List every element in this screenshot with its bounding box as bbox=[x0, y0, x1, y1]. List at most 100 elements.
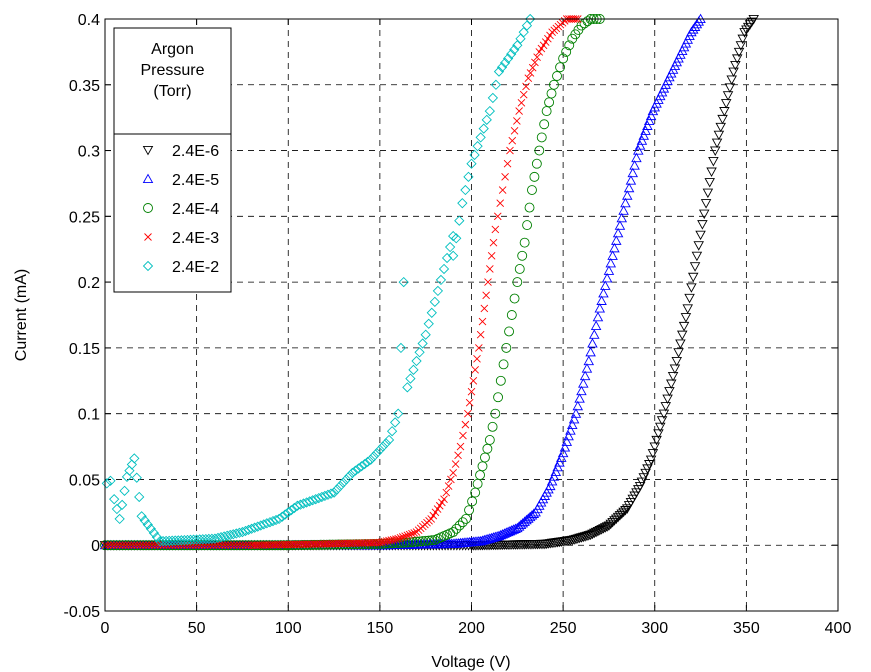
data-point bbox=[616, 212, 628, 223]
data-point bbox=[461, 513, 471, 524]
data-point bbox=[448, 250, 459, 261]
data-point bbox=[398, 276, 409, 288]
y-tick-label: 0.35 bbox=[69, 78, 100, 95]
data-point bbox=[313, 492, 324, 504]
data-point bbox=[478, 317, 487, 326]
data-point bbox=[131, 472, 142, 483]
data-point bbox=[521, 20, 533, 31]
data-point bbox=[109, 494, 120, 505]
data-point bbox=[139, 515, 150, 526]
data-point bbox=[307, 495, 318, 506]
data-point bbox=[457, 198, 468, 209]
legend-title-line: Argon bbox=[151, 41, 194, 58]
data-point bbox=[405, 530, 414, 539]
data-point bbox=[533, 53, 541, 61]
data-point bbox=[614, 511, 626, 521]
data-point bbox=[228, 529, 239, 540]
data-point bbox=[545, 480, 556, 491]
data-point bbox=[512, 522, 523, 533]
data-point bbox=[733, 47, 745, 58]
data-point bbox=[344, 471, 355, 482]
data-point bbox=[493, 66, 505, 77]
data-point bbox=[525, 13, 536, 25]
data-point bbox=[598, 287, 609, 298]
data-point bbox=[594, 302, 606, 313]
data-point bbox=[550, 466, 562, 476]
data-point bbox=[689, 262, 701, 272]
data-point bbox=[684, 293, 695, 304]
data-point bbox=[454, 215, 465, 226]
data-point bbox=[535, 48, 544, 56]
data-point bbox=[222, 530, 233, 541]
data-point bbox=[109, 541, 118, 550]
data-point bbox=[643, 115, 655, 126]
x-tick-label: 50 bbox=[188, 620, 206, 637]
data-point bbox=[471, 365, 479, 374]
data-point bbox=[546, 31, 554, 40]
data-point bbox=[353, 463, 364, 474]
data-point bbox=[527, 185, 537, 195]
data-point bbox=[429, 511, 438, 520]
y-tick-label: 0.1 bbox=[78, 407, 100, 424]
data-point bbox=[218, 531, 230, 542]
data-point bbox=[133, 541, 142, 550]
data-point bbox=[484, 435, 495, 445]
data-point bbox=[513, 117, 521, 125]
data-point bbox=[609, 516, 620, 526]
data-point bbox=[401, 532, 409, 540]
data-point bbox=[636, 135, 648, 145]
data-point bbox=[695, 230, 706, 241]
data-point bbox=[304, 496, 315, 507]
data-point bbox=[555, 62, 566, 73]
data-point bbox=[438, 498, 446, 507]
data-point bbox=[611, 235, 622, 245]
data-point bbox=[221, 541, 230, 550]
data-point bbox=[726, 75, 737, 85]
data-point bbox=[649, 442, 661, 452]
data-point bbox=[283, 507, 294, 518]
data-point bbox=[466, 158, 477, 169]
data-point bbox=[484, 278, 492, 286]
data-point bbox=[402, 382, 413, 393]
data-point bbox=[578, 378, 589, 388]
data-point bbox=[517, 99, 526, 107]
data-point bbox=[506, 310, 517, 320]
data-point bbox=[241, 541, 250, 550]
data-point bbox=[579, 370, 591, 381]
data-point bbox=[427, 515, 436, 523]
data-point bbox=[423, 535, 434, 546]
data-point bbox=[151, 531, 163, 543]
data-point bbox=[570, 408, 582, 418]
data-point bbox=[536, 132, 547, 143]
data-point bbox=[475, 132, 486, 143]
data-point bbox=[713, 130, 725, 141]
data-point bbox=[414, 347, 425, 358]
data-point bbox=[544, 34, 552, 43]
data-point bbox=[515, 33, 526, 44]
data-point bbox=[675, 339, 686, 349]
data-point bbox=[380, 438, 392, 449]
data-point bbox=[531, 158, 542, 169]
data-point bbox=[390, 417, 401, 428]
data-point bbox=[618, 507, 629, 518]
data-point bbox=[620, 197, 631, 208]
legend-marker bbox=[142, 145, 154, 156]
data-point bbox=[331, 484, 343, 495]
data-point bbox=[469, 149, 480, 161]
data-point bbox=[234, 527, 245, 538]
data-point bbox=[451, 523, 462, 534]
data-point bbox=[426, 307, 437, 318]
data-point bbox=[627, 167, 639, 178]
data-point bbox=[386, 426, 398, 437]
data-point bbox=[605, 257, 617, 268]
data-point bbox=[230, 541, 238, 550]
data-point bbox=[298, 498, 309, 509]
x-tick-label: 400 bbox=[825, 620, 852, 637]
data-point bbox=[301, 497, 312, 508]
data-point bbox=[645, 110, 657, 121]
data-point bbox=[621, 190, 633, 200]
data-point bbox=[702, 188, 714, 199]
data-point bbox=[708, 157, 719, 167]
data-point bbox=[706, 167, 717, 178]
data-point bbox=[682, 304, 693, 314]
